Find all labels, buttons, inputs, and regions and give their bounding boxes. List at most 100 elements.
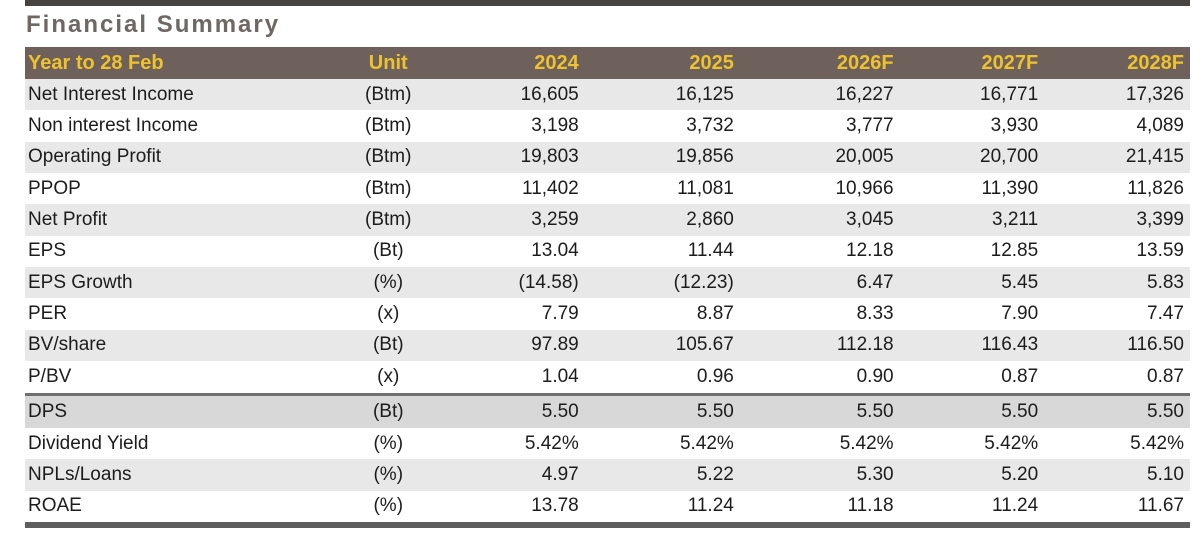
row-unit: (Btm)	[365, 146, 412, 168]
row-value: 0.96	[696, 365, 734, 387]
row-value: 5.42%	[984, 432, 1039, 454]
row-value: 20,700	[980, 146, 1039, 168]
table-row: Net Profit (Btm) 3,259 2,860 3,045 3,211 3,399	[25, 204, 1190, 236]
row-value: 5.42%	[679, 432, 734, 454]
table-row: P/BV (x) 1.04 0.96 0.90 0.87 0.87	[25, 360, 1190, 395]
table-header: Year to 28 Feb Unit 2024 2025 2026F 2027…	[25, 47, 1190, 79]
row-label: DPS	[28, 400, 68, 422]
row-value: 3,198	[531, 114, 579, 136]
row-value: 3,259	[531, 208, 579, 230]
row-unit: (Bt)	[372, 400, 404, 422]
column-header-2024: 2024	[534, 51, 579, 74]
table-body: Net Interest Income (Btm) 16,605 16,125 16,2…	[25, 79, 1190, 522]
row-value: (12.23)	[673, 271, 734, 293]
row-unit: (%)	[373, 463, 404, 485]
row-label: P/BV	[28, 365, 72, 387]
row-value: 12.18	[846, 240, 894, 262]
row-value: 3,399	[1136, 208, 1184, 230]
row-value: 10,966	[835, 177, 894, 199]
row-value: 16,605	[520, 83, 579, 105]
row-value: 11,390	[981, 177, 1039, 199]
row-unit: (%)	[373, 432, 404, 454]
row-unit: (Bt)	[372, 240, 404, 262]
row-unit: (Bt)	[372, 334, 404, 356]
row-value: 21,415	[1125, 146, 1184, 168]
row-value: 3,045	[846, 208, 894, 230]
table-row: PER (x) 7.79 8.87 8.33 7.90 7.47	[25, 298, 1190, 330]
financial-summary-table: Year to 28 Feb Unit 2024 2025 2026F 2027…	[25, 47, 1190, 522]
row-value: 0.87	[1147, 365, 1184, 387]
row-value: 112.18	[836, 334, 894, 356]
table-row: Dividend Yield (%) 5.42% 5.42% 5.42% 5.42% 5.4…	[25, 427, 1190, 460]
row-value: 97.89	[531, 334, 579, 356]
row-value: 3,211	[992, 208, 1039, 230]
row-value: 116.50	[1127, 334, 1184, 356]
row-value: 13.78	[531, 495, 579, 517]
row-label: Dividend Yield	[28, 432, 149, 454]
table-row: Net Interest Income (Btm) 16,605 16,125 16,2…	[25, 79, 1190, 111]
row-value: 11,826	[1127, 177, 1184, 199]
row-label: PER	[28, 302, 68, 324]
top-divider-bar	[25, 0, 1190, 6]
row-value: 1.04	[541, 365, 579, 387]
row-label: PPOP	[28, 177, 81, 199]
row-unit: (Btm)	[365, 208, 412, 230]
row-value: (14.58)	[518, 271, 579, 293]
row-value: 5.50	[541, 400, 579, 422]
row-value: 11,402	[522, 177, 579, 199]
table-row: Non interest Income (Btm) 3,198 3,732 3,777 3…	[25, 110, 1190, 142]
row-label: ROAE	[28, 495, 82, 517]
row-label: NPLs/Loans	[28, 463, 132, 485]
row-unit: (Btm)	[365, 114, 412, 136]
row-value: 0.87	[1001, 365, 1039, 387]
row-value: 7.47	[1147, 302, 1184, 324]
row-value: 116.43	[981, 334, 1039, 356]
row-value: 7.90	[1001, 302, 1039, 324]
row-label: BV/share	[28, 334, 107, 356]
column-header-year-to: Year to 28 Feb	[28, 51, 164, 74]
row-value: 4.97	[541, 463, 579, 485]
row-value: 4,089	[1136, 114, 1184, 136]
row-value: 5.50	[1147, 400, 1184, 422]
row-value: 19,803	[520, 146, 579, 168]
row-value: 7.79	[541, 302, 579, 324]
row-value: 6.47	[856, 271, 894, 293]
row-value: 11,081	[677, 177, 734, 199]
row-value: 11.18	[847, 495, 894, 517]
row-value: 17,326	[1125, 83, 1184, 105]
row-value: 5.42%	[1130, 432, 1184, 454]
table-row: PPOP (Btm) 11,402 11,081 10,966 11,390 11,826	[25, 172, 1190, 205]
table-row: Operating Profit (Btm) 19,803 19,856 20,005 2…	[25, 141, 1190, 173]
row-value: 11.44	[687, 240, 734, 262]
row-value: 5.42%	[839, 432, 894, 454]
row-value: 13.59	[1136, 240, 1184, 262]
row-value: 105.67	[675, 334, 734, 356]
row-value: 5.22	[696, 463, 734, 485]
row-value: 5.42%	[524, 432, 579, 454]
row-value: 5.50	[1001, 400, 1039, 422]
row-value: 5.50	[856, 400, 894, 422]
row-unit: (x)	[377, 365, 400, 387]
row-unit: (Btm)	[365, 177, 412, 199]
row-label: Net Profit	[28, 208, 108, 230]
row-value: 11.24	[992, 495, 1039, 517]
row-unit: (%)	[373, 495, 404, 517]
row-label: Non interest Income	[28, 114, 199, 136]
row-value: 5.45	[1001, 271, 1039, 293]
row-value: 16,125	[675, 83, 734, 105]
table-row: BV/share (Bt) 97.89 105.67 112.18 116.43 116.5…	[25, 329, 1190, 361]
row-label: Operating Profit	[28, 146, 162, 168]
row-value: 0.90	[856, 365, 894, 387]
row-label: EPS	[28, 240, 67, 262]
row-value: 16,771	[980, 83, 1039, 105]
column-header-2027f: 2027F	[981, 51, 1039, 74]
column-header-2026f: 2026F	[836, 51, 894, 74]
row-value: 5.10	[1147, 463, 1184, 485]
table-row: ROAE (%) 13.78 11.24 11.18 11.24 11.67	[25, 490, 1190, 522]
row-value: 2,860	[686, 208, 734, 230]
table-header-row: Year to 28 Feb Unit 2024 2025 2026F 2027…	[25, 47, 1190, 79]
row-value: 3,930	[990, 114, 1039, 136]
row-value: 3,777	[846, 114, 894, 136]
page-title: Financial Summary	[26, 11, 281, 38]
